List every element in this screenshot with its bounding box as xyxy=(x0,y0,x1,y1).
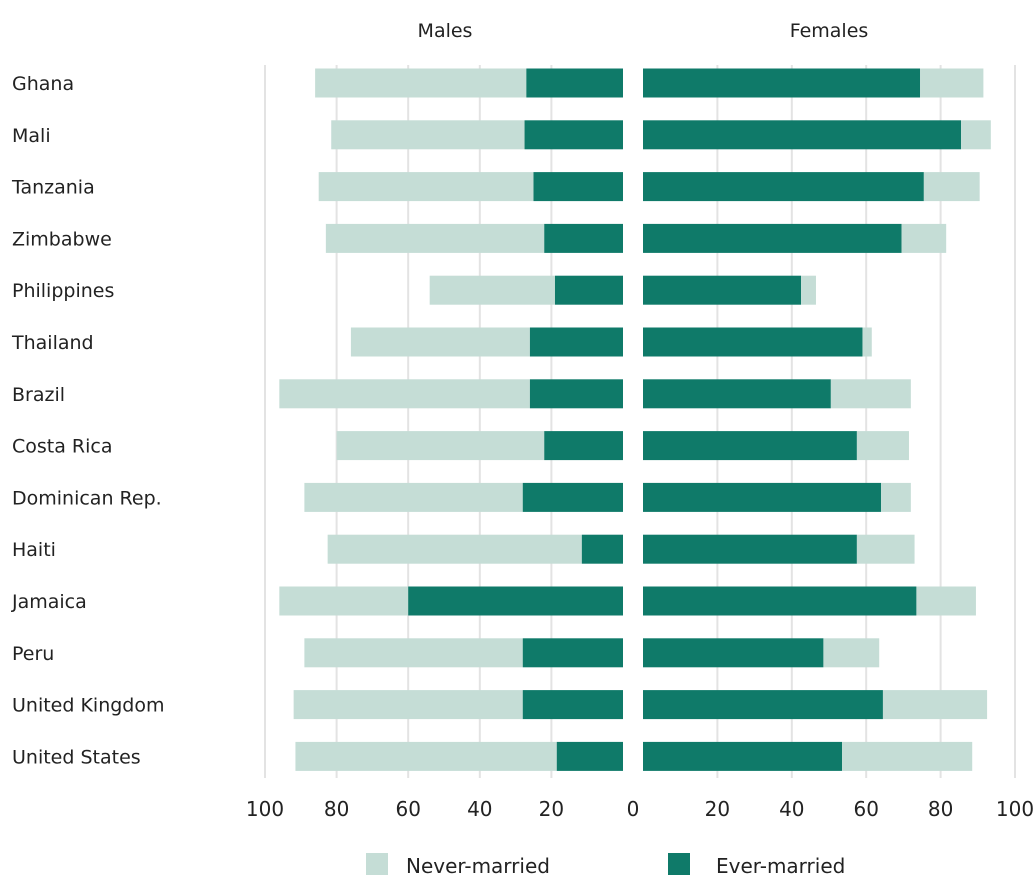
legend: Never-married Ever-married xyxy=(366,853,845,878)
bar-females-ever-married xyxy=(643,586,917,616)
legend-label-never-married: Never-married xyxy=(406,854,550,876)
bar-females-ever-married xyxy=(643,741,843,771)
category-label: Jamaica xyxy=(11,591,87,613)
bar-males-ever-married xyxy=(529,327,623,357)
bar-males-never-married xyxy=(331,120,525,150)
bar-males-ever-married xyxy=(533,172,623,202)
bar-females-ever-married xyxy=(643,223,902,253)
category-label: Costa Rica xyxy=(12,436,113,458)
bar-males-never-married xyxy=(325,223,545,253)
bar-males-ever-married xyxy=(524,120,623,150)
bars xyxy=(279,68,991,771)
bar-males-never-married xyxy=(304,482,523,512)
legend-swatch-ever-married xyxy=(668,853,690,875)
legend-label-ever-married: Ever-married xyxy=(716,854,845,876)
category-label: Dominican Rep. xyxy=(12,487,162,509)
bar-males-ever-married xyxy=(544,223,623,253)
bar-females-never-married xyxy=(823,638,880,668)
category-label: Thailand xyxy=(11,332,94,354)
bar-females-never-married xyxy=(961,120,991,150)
grid-lines xyxy=(264,65,1016,778)
bar-females-never-married xyxy=(881,482,911,512)
bar-females-never-married xyxy=(901,223,947,253)
bar-females-never-married xyxy=(801,275,816,305)
bar-females-never-married xyxy=(862,327,872,357)
bar-males-ever-married xyxy=(408,586,623,616)
bar-females-ever-married xyxy=(643,120,962,150)
bar-females-never-married xyxy=(856,534,915,564)
bar-males-never-married xyxy=(295,741,557,771)
bar-females-never-married xyxy=(920,68,984,98)
bar-males-never-married xyxy=(318,172,534,202)
category-label: Ghana xyxy=(12,73,74,95)
x-tick-label-females: 20 xyxy=(705,797,730,821)
bar-females-ever-married xyxy=(643,638,824,668)
bar-females-ever-married xyxy=(643,690,883,720)
x-tick-label-males: 60 xyxy=(395,797,420,821)
category-label: Zimbabwe xyxy=(12,228,112,250)
bar-males-never-married xyxy=(279,379,530,409)
x-tick-label-males: 80 xyxy=(324,797,349,821)
category-label: Peru xyxy=(12,643,54,665)
category-label: United Kingdom xyxy=(12,695,165,717)
panel-title-females: Females xyxy=(790,20,869,42)
bar-females-never-married xyxy=(842,741,973,771)
bar-males-ever-married xyxy=(556,741,623,771)
bar-females-never-married xyxy=(882,690,988,720)
bar-females-ever-married xyxy=(643,482,882,512)
x-tick-label-males: 20 xyxy=(539,797,564,821)
category-label: Tanzania xyxy=(11,177,95,199)
bar-females-ever-married xyxy=(643,327,863,357)
bar-males-ever-married xyxy=(522,690,623,720)
axis-ticks: 100 80 60 40 20 0 20 40 60 80 100 xyxy=(246,797,1034,821)
bar-females-ever-married xyxy=(643,275,802,305)
bar-females-never-married xyxy=(830,379,911,409)
bar-males-ever-married xyxy=(522,482,623,512)
bar-females-ever-married xyxy=(643,431,857,461)
bar-females-never-married xyxy=(856,431,909,461)
category-label: Haiti xyxy=(12,539,56,561)
bar-males-never-married xyxy=(293,690,523,720)
bar-males-never-married xyxy=(304,638,523,668)
panel-title-males: Males xyxy=(418,20,473,42)
x-tick-label-females: 100 xyxy=(996,797,1034,821)
bar-males-never-married xyxy=(279,586,409,616)
category-label: Mali xyxy=(12,125,51,147)
bar-males-ever-married xyxy=(581,534,623,564)
x-tick-label-females: 60 xyxy=(853,797,878,821)
x-tick-label-females: 40 xyxy=(779,797,804,821)
category-labels: Ghana Mali Tanzania Zimbabwe Philippines Thai… xyxy=(11,73,165,768)
category-label: Brazil xyxy=(12,384,65,406)
bar-males-ever-married xyxy=(526,68,623,98)
bar-males-ever-married xyxy=(554,275,623,305)
x-tick-label-males: 40 xyxy=(467,797,492,821)
bar-females-ever-married xyxy=(643,172,924,202)
x-tick-label-females: 80 xyxy=(928,797,953,821)
bar-females-never-married xyxy=(923,172,980,202)
bar-males-ever-married xyxy=(529,379,623,409)
category-label: Philippines xyxy=(12,280,114,302)
bar-females-ever-married xyxy=(643,534,857,564)
bar-males-never-married xyxy=(429,275,555,305)
legend-swatch-never-married xyxy=(366,853,388,875)
bar-males-never-married xyxy=(327,534,582,564)
bar-females-ever-married xyxy=(643,379,831,409)
x-tick-label-males: 100 xyxy=(246,797,284,821)
bar-males-ever-married xyxy=(544,431,623,461)
x-tick-label-males: 0 xyxy=(627,797,640,821)
bar-males-ever-married xyxy=(522,638,623,668)
bar-males-never-married xyxy=(350,327,530,357)
bar-females-never-married xyxy=(916,586,976,616)
bar-females-ever-married xyxy=(643,68,921,98)
category-label: United States xyxy=(12,746,141,768)
bar-males-never-married xyxy=(336,431,545,461)
bar-males-never-married xyxy=(315,68,527,98)
